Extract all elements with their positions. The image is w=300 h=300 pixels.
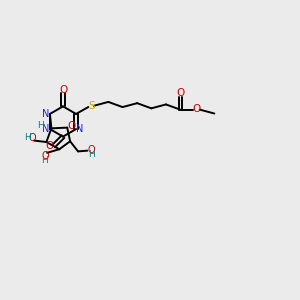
Text: S: S bbox=[88, 101, 95, 111]
Text: H: H bbox=[88, 150, 95, 159]
Text: O: O bbox=[67, 121, 76, 131]
Text: N: N bbox=[42, 109, 50, 119]
Text: O: O bbox=[88, 145, 95, 155]
Text: N: N bbox=[76, 124, 84, 134]
Text: H: H bbox=[42, 156, 48, 165]
Text: H: H bbox=[38, 121, 44, 130]
Text: N: N bbox=[42, 124, 50, 134]
Text: O: O bbox=[41, 151, 49, 161]
Text: O: O bbox=[192, 104, 201, 114]
Text: O: O bbox=[176, 88, 184, 98]
Text: O: O bbox=[46, 141, 54, 151]
Text: H: H bbox=[25, 133, 31, 142]
Text: O: O bbox=[28, 133, 36, 142]
Text: O: O bbox=[59, 85, 67, 94]
